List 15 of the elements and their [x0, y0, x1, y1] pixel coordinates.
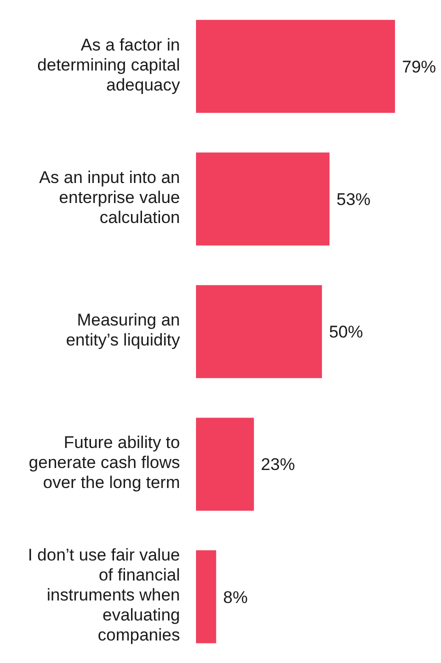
bar: [196, 152, 330, 246]
bar: [196, 20, 395, 113]
y-tick-label: I don’t use fair value of financial instruments when evaluating companies: [28, 546, 180, 646]
y-tick-label: Measuring an entity’s liquidity: [66, 310, 180, 350]
data-label: 50%: [328, 322, 363, 342]
bar: [196, 550, 216, 644]
y-tick-label: As a factor in determining capital adequacy: [37, 36, 180, 95]
data-label: 53%: [336, 190, 371, 210]
data-label: 79%: [402, 57, 436, 76]
data-label: 23%: [260, 455, 295, 474]
y-tick-label: As an input into an enterprise value calculation: [39, 168, 180, 228]
y-tick-label: Future ability to generate cash flows over the long term: [28, 434, 180, 493]
data-label: 8%: [223, 588, 248, 607]
bar: [196, 285, 322, 378]
bar: [196, 418, 254, 511]
